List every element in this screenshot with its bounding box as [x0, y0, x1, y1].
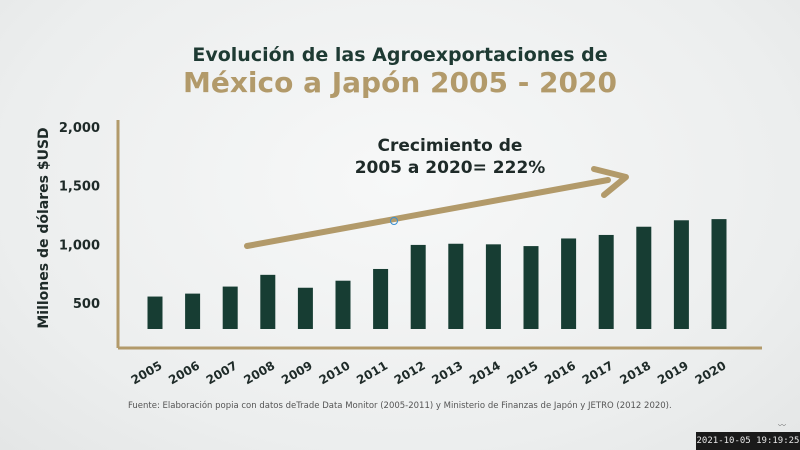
x-tick-label-2017: 2017 — [580, 358, 616, 387]
growth-arrow-head-icon — [591, 166, 629, 198]
x-tick-label-2016: 2016 — [542, 358, 578, 387]
x-tick-label-2018: 2018 — [617, 358, 653, 387]
x-tick-label-2020: 2020 — [693, 358, 729, 387]
x-tick-label-2010: 2010 — [317, 358, 353, 387]
x-tick-label-2012: 2012 — [392, 358, 428, 387]
growth-annotation-line2: 2005 a 2020= 222% — [354, 158, 546, 178]
bar-2020 — [711, 219, 727, 329]
x-tick-label-2015: 2015 — [505, 358, 541, 387]
x-tick-label-2007: 2007 — [204, 358, 240, 387]
x-tick-label-2008: 2008 — [241, 358, 277, 387]
x-tick-label-2013: 2013 — [429, 358, 465, 387]
recording-timestamp: 2021-10-05 19:19:25 — [696, 432, 800, 450]
bar-2014 — [485, 244, 501, 329]
y-tick-label: 2,000 — [59, 121, 100, 136]
y-tick-label: 1,500 — [59, 180, 100, 195]
x-tick-label-2019: 2019 — [655, 358, 691, 387]
bar-2008 — [260, 274, 276, 329]
chart-title-line1: Evolución de las Agroexportaciones de — [192, 44, 608, 66]
y-axis-title: Millones de dólares $USD — [36, 127, 52, 328]
bar-2007 — [222, 286, 238, 329]
x-tick-label-2006: 2006 — [166, 358, 202, 387]
bar-2013 — [448, 243, 464, 329]
bar-2018 — [636, 226, 652, 329]
y-tick-label: 1,000 — [59, 238, 100, 253]
bar-2012 — [410, 244, 426, 329]
pointer-dot-icon — [390, 217, 398, 225]
x-tick-label-2005: 2005 — [129, 358, 165, 387]
bar-2010 — [335, 280, 351, 329]
bar-2006 — [185, 293, 201, 329]
bar-2005 — [147, 296, 163, 329]
source-note: Fuente: Elaboración popia con datos deTr… — [128, 401, 672, 411]
x-tick-label-2009: 2009 — [279, 358, 315, 387]
chart-title-line2: México a Japón 2005 - 2020 — [183, 66, 617, 99]
y-tick-label: 500 — [73, 297, 100, 312]
bar-2009 — [297, 287, 313, 329]
growth-annotation: Crecimiento de 2005 a 2020= 222% — [330, 135, 570, 179]
x-tick-label-2014: 2014 — [467, 358, 503, 387]
bar-2016 — [561, 238, 577, 329]
bar-2011 — [373, 268, 389, 329]
growth-arrow-shaft — [244, 177, 611, 249]
growth-annotation-line1: Crecimiento de — [377, 136, 523, 156]
x-tick-label-2011: 2011 — [354, 358, 390, 387]
wave-icon: 〰 — [778, 421, 786, 430]
bar-2019 — [673, 220, 689, 329]
bar-2017 — [598, 234, 614, 329]
bar-2015 — [523, 246, 539, 329]
